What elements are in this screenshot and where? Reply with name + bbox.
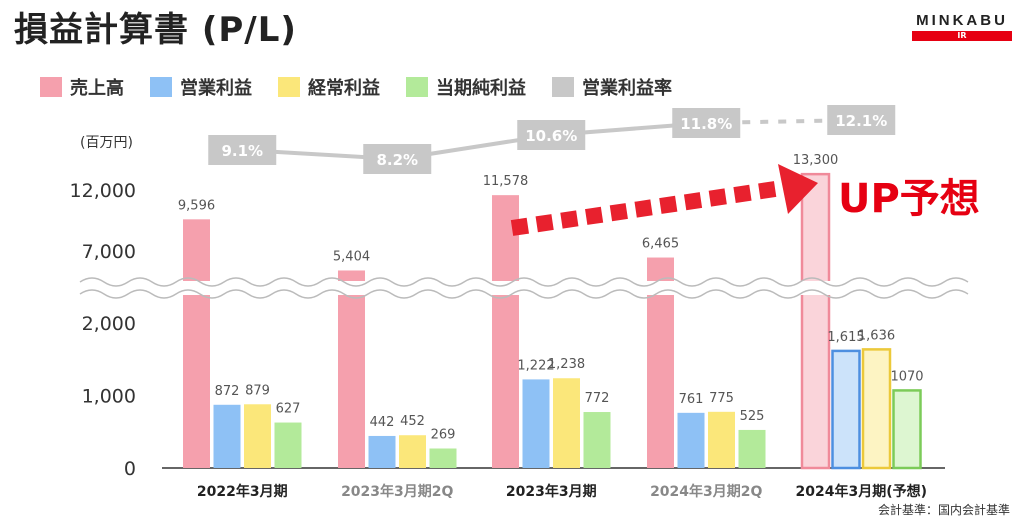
data-label: 11,578: [483, 174, 529, 189]
data-label: 627: [276, 402, 301, 417]
data-label: 525: [740, 409, 765, 424]
data-label: 761: [679, 392, 704, 407]
legend-item-net-income: 当期純利益: [406, 74, 526, 100]
margin-point: [827, 105, 896, 135]
legend: 売上高 営業利益 経常利益 当期純利益 営業利益率: [40, 74, 672, 100]
margin-point: [208, 135, 277, 165]
forecast-arrow-shaft: [510, 180, 784, 236]
data-label: 452: [400, 414, 425, 429]
data-label: 872: [215, 384, 240, 399]
legend-label: 売上高: [70, 78, 124, 99]
data-label: 879: [245, 383, 270, 398]
legend-swatch: [552, 77, 574, 97]
axis-break-band: [78, 281, 958, 295]
bar-2-3: [708, 411, 735, 468]
legend-item-sales: 売上高: [40, 74, 124, 100]
margin-point: [517, 120, 586, 150]
legend-item-ordinary-profit: 経常利益: [278, 74, 380, 100]
bar-1-2: [522, 379, 550, 468]
data-label: 775: [709, 391, 734, 406]
legend-label: 経常利益: [308, 78, 380, 99]
category-label: 2023年3月期2Q: [341, 483, 453, 500]
data-label: 9,596: [178, 198, 215, 213]
bar-2-1: [399, 435, 426, 468]
bar-3-4: [892, 389, 922, 470]
data-label: 269: [431, 427, 456, 442]
axis-break-line-bottom: [79, 289, 969, 299]
y-tick-label: 1,000: [82, 386, 136, 408]
brand-logo: MINKABU IR: [912, 12, 1012, 41]
legend-label: 当期純利益: [436, 78, 526, 99]
margin-label: 12.1%: [835, 112, 887, 130]
bar-1-3: [677, 412, 705, 468]
forecast-annotation: UP予想: [838, 176, 980, 222]
y-tick-label: 12,000: [70, 180, 136, 202]
bar-3-1: [429, 448, 457, 468]
brand-name: MINKABU: [916, 12, 1008, 29]
bar-3-3: [738, 429, 766, 468]
data-label: 5,404: [333, 249, 370, 264]
bar-0-1: [338, 270, 365, 468]
margin-point: [363, 144, 432, 174]
category-label: 2023年3月期: [506, 483, 597, 500]
data-label: 13,300: [793, 153, 839, 168]
margin-label: 10.6%: [525, 127, 577, 145]
legend-label: 営業利益: [180, 78, 252, 99]
data-label: 1,238: [548, 357, 585, 372]
y-tick-label: 0: [124, 458, 136, 480]
category-label: 2024年3月期(予想): [795, 483, 927, 500]
data-label: 772: [585, 391, 610, 406]
legend-label: 営業利益率: [582, 78, 672, 99]
margin-label: 9.1%: [221, 142, 263, 160]
bar-3-2: [583, 412, 611, 468]
forecast-arrow-head: [778, 164, 818, 214]
bar-0-4: [800, 172, 831, 470]
bar-2-0: [244, 404, 271, 468]
bar-0-0: [183, 219, 210, 468]
margin-point: [672, 108, 741, 138]
category-label: 2022年3月期: [197, 483, 288, 500]
brand-sub: IR: [912, 31, 1012, 41]
bar-1-0: [213, 404, 241, 468]
legend-item-operating-profit: 営業利益: [150, 74, 252, 100]
footnote: 会計基準：国内会計基準: [877, 503, 1010, 517]
margin-label: 8.2%: [376, 151, 418, 169]
data-label: 442: [370, 415, 395, 430]
legend-swatch: [150, 77, 172, 97]
page-title: 損益計算書 (P/L): [14, 10, 297, 50]
data-label: 1,615: [827, 330, 864, 345]
bar-2-4: [861, 348, 892, 470]
data-label: 1,222: [517, 358, 554, 373]
legend-swatch: [406, 77, 428, 97]
category-label: 2024年3月期2Q: [650, 483, 762, 500]
axis-break-line-top: [79, 277, 969, 287]
bar-3-0: [274, 422, 302, 468]
bar-0-2: [492, 195, 519, 468]
legend-swatch: [40, 77, 62, 97]
y-tick-label: 7,000: [82, 241, 136, 263]
data-label: 1070: [890, 369, 923, 384]
y-tick-label: 2,000: [82, 313, 136, 335]
bar-1-4: [831, 349, 861, 470]
unit-label: (百万円): [80, 135, 133, 151]
legend-swatch: [278, 77, 300, 97]
margin-label: 11.8%: [680, 115, 732, 133]
bar-1-1: [368, 435, 396, 468]
legend-item-operating-margin: 営業利益率: [552, 74, 672, 100]
bar-2-2: [553, 378, 580, 468]
data-label: 1,636: [858, 328, 895, 343]
data-label: 6,465: [642, 237, 679, 252]
